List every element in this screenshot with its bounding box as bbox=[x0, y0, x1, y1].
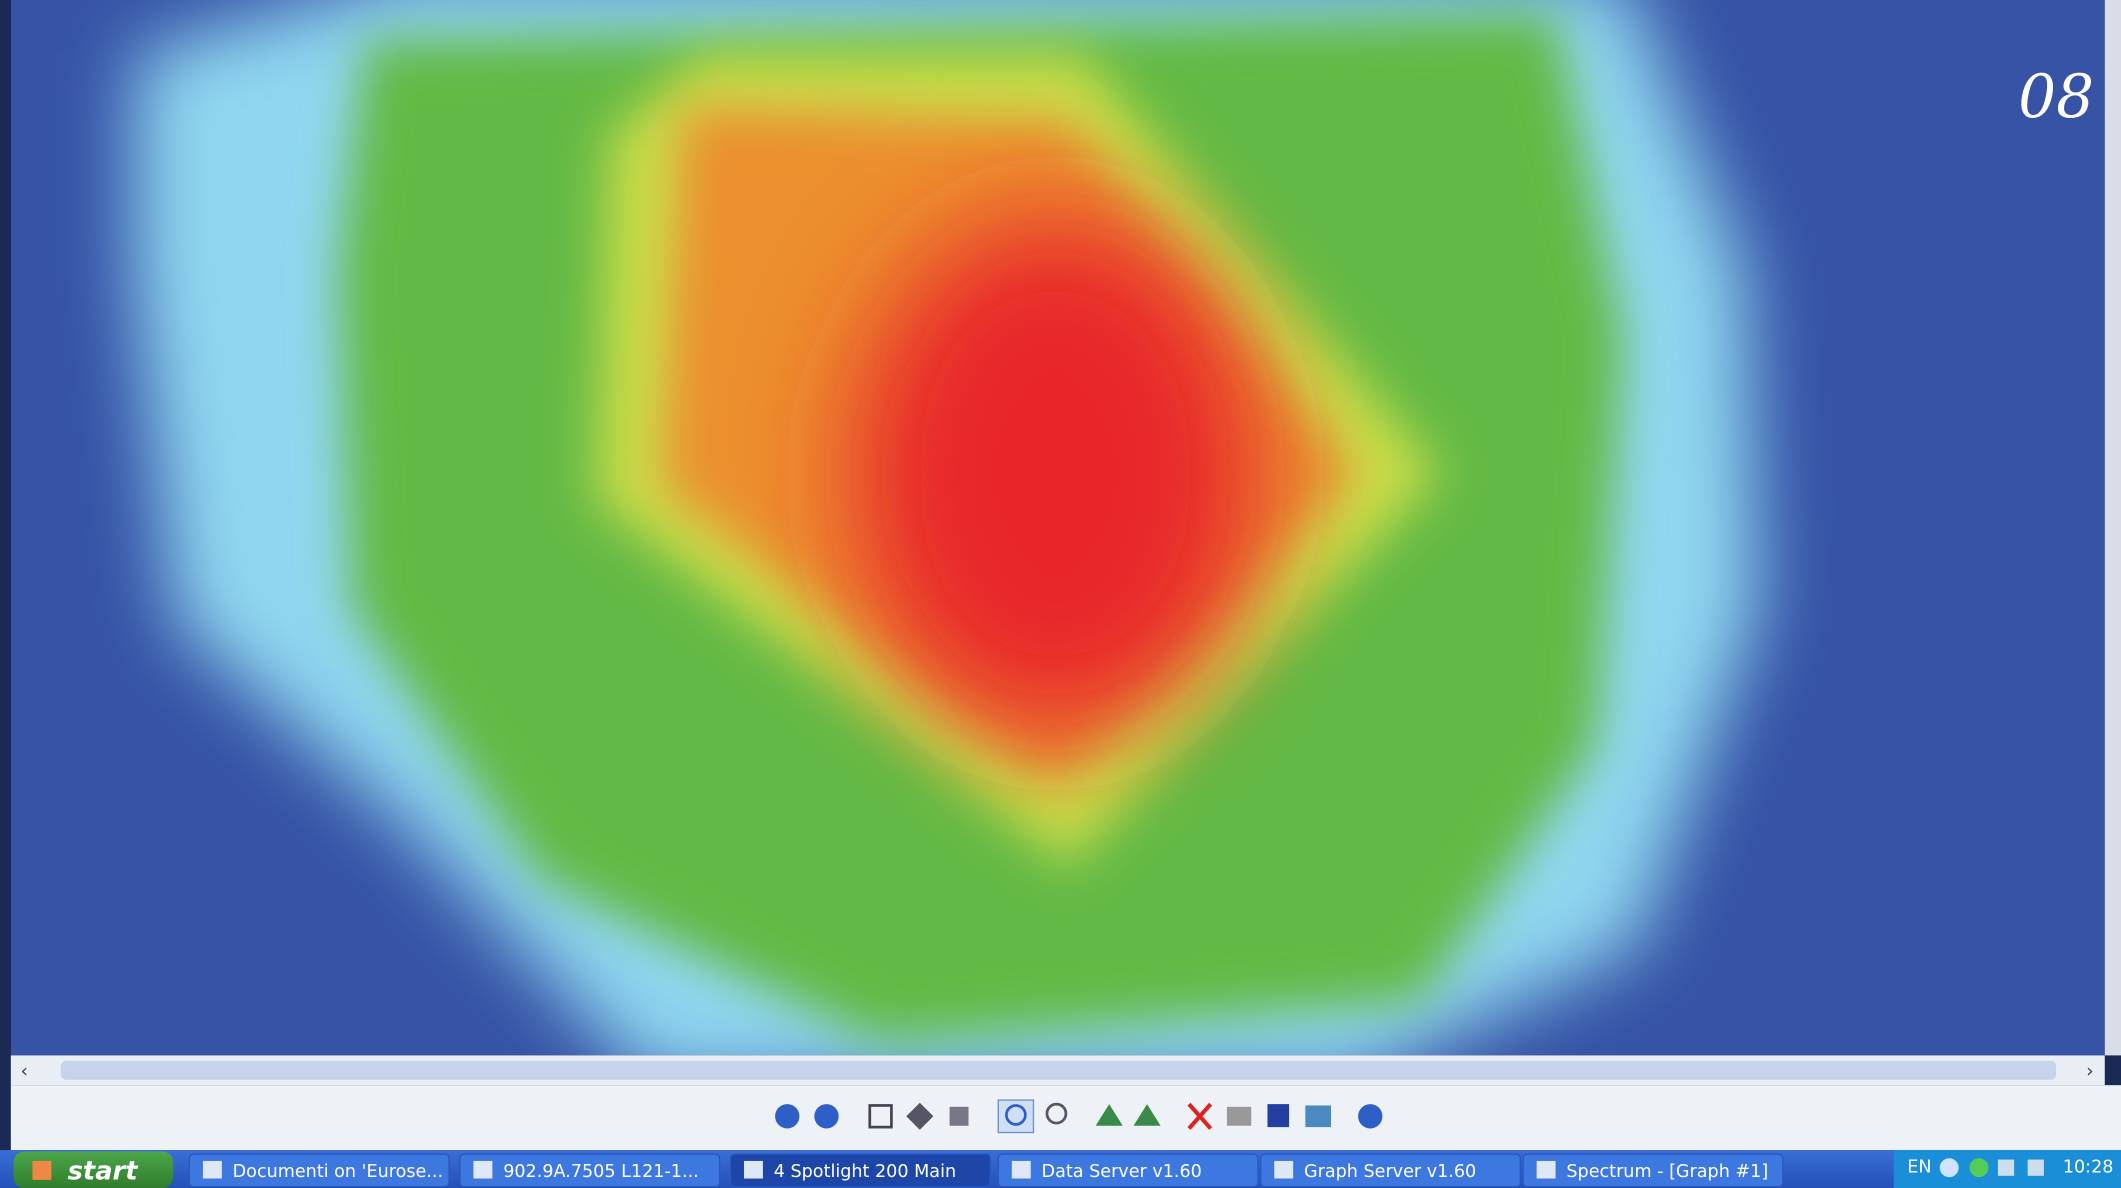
start-logo bbox=[32, 1160, 52, 1180]
zoom-in[interactable] bbox=[1005, 1104, 1027, 1126]
tray-icon[interactable] bbox=[1939, 1158, 1959, 1178]
taskbar-icon bbox=[1011, 1160, 1031, 1179]
taskbar-icon bbox=[1536, 1160, 1556, 1179]
language-indicator[interactable]: EN bbox=[1907, 1158, 1931, 1178]
scroll-right[interactable]: › bbox=[2086, 1060, 2094, 1082]
taskbar-button[interactable] bbox=[729, 1153, 991, 1188]
clock: 10:28 bbox=[2063, 1158, 2114, 1178]
tool-button[interactable] bbox=[814, 1104, 839, 1129]
tray-icon[interactable] bbox=[1997, 1159, 2015, 1176]
taskbar-label[interactable]: Spectrum - [Graph #1] bbox=[1566, 1162, 1768, 1182]
taskbar-label[interactable]: Graph Server v1.60 bbox=[1304, 1162, 1476, 1182]
tool-button[interactable] bbox=[775, 1104, 800, 1129]
taskbar-icon bbox=[743, 1160, 763, 1179]
taskbar-icon bbox=[202, 1160, 222, 1179]
taskbar-button[interactable] bbox=[1522, 1153, 1784, 1188]
start-button[interactable]: start bbox=[13, 1151, 174, 1188]
taskbar-icon bbox=[1274, 1160, 1294, 1179]
tool-button[interactable] bbox=[868, 1104, 893, 1129]
vertical-scrollbar[interactable] bbox=[2104, 0, 2121, 1056]
overlay-label: 08 bbox=[2018, 63, 2094, 132]
taskbar-button[interactable] bbox=[188, 1153, 450, 1188]
taskbar-items: Documenti on 'Eurose... 902.9A.7505 L121-… bbox=[188, 1153, 1784, 1188]
tool-button[interactable] bbox=[1305, 1105, 1332, 1128]
taskbar-button[interactable] bbox=[459, 1153, 721, 1188]
start-button-bg[interactable] bbox=[13, 1151, 174, 1188]
taskbar-label[interactable]: 902.9A.7505 L121-1... bbox=[503, 1162, 699, 1182]
tray-icon[interactable] bbox=[2027, 1159, 2044, 1176]
heatmap bbox=[10, 0, 2105, 1056]
taskbar-button[interactable] bbox=[997, 1153, 1259, 1188]
tool-button[interactable] bbox=[1095, 1104, 1123, 1126]
print-button[interactable] bbox=[1226, 1106, 1252, 1126]
heat-zone-peak bbox=[852, 216, 1258, 731]
scroll-thumb[interactable] bbox=[60, 1060, 2057, 1080]
zoom-out[interactable] bbox=[1045, 1102, 1068, 1125]
tool-button[interactable] bbox=[949, 1106, 969, 1126]
save-button[interactable] bbox=[1267, 1104, 1290, 1128]
taskbar-icon bbox=[473, 1160, 493, 1179]
scroll-left[interactable]: ‹ bbox=[21, 1060, 29, 1082]
start-label[interactable]: start bbox=[68, 1156, 140, 1186]
tool-button[interactable] bbox=[1133, 1104, 1161, 1126]
tray-icon[interactable] bbox=[1969, 1158, 1989, 1178]
taskbar-label[interactable]: 4 Spotlight 200 Main bbox=[774, 1162, 956, 1182]
taskbar-label[interactable]: Documenti on 'Eurose... bbox=[233, 1162, 443, 1182]
tool-button-active[interactable] bbox=[997, 1099, 1035, 1134]
help-button[interactable] bbox=[1358, 1104, 1383, 1129]
taskbar-button[interactable] bbox=[1260, 1153, 1522, 1188]
taskbar-label[interactable]: Data Server v1.60 bbox=[1042, 1162, 1202, 1182]
delete-button[interactable] bbox=[1187, 1102, 1213, 1130]
